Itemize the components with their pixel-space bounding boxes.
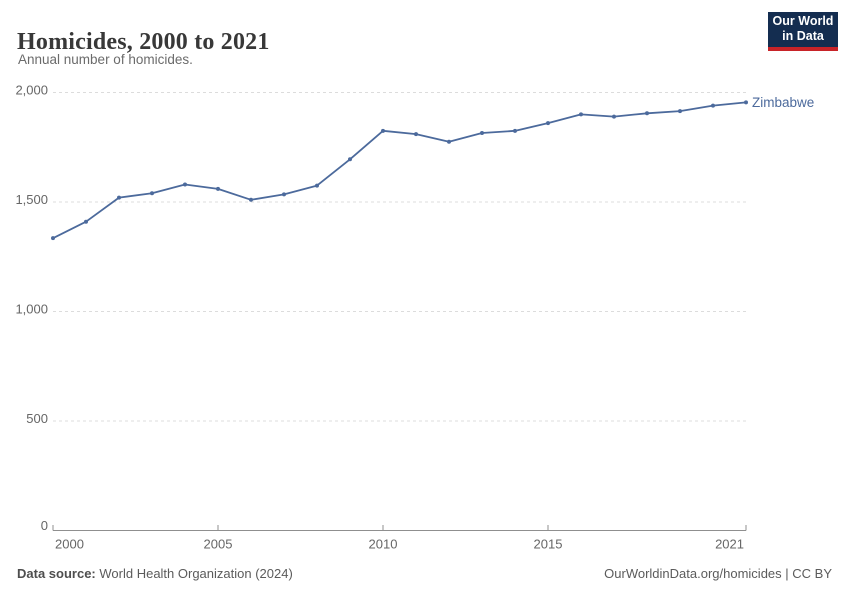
owid-logo-line2: in Data (782, 29, 824, 43)
x-tick-label-2000: 2000 (55, 537, 84, 552)
chart-title: Homicides, 2000 to 2021 (17, 29, 270, 56)
y-tick-label-500: 500 (26, 411, 48, 426)
data-point-2012[interactable] (447, 139, 451, 144)
y-tick-label-2000: 2,000 (15, 83, 48, 98)
data-point-2015[interactable] (546, 121, 550, 126)
x-tick-label-2005: 2005 (204, 537, 233, 552)
data-point-2004[interactable] (183, 182, 187, 187)
data-point-2002[interactable] (117, 195, 121, 200)
data-point-2009[interactable] (348, 157, 352, 162)
x-tick-label-2015: 2015 (534, 537, 563, 552)
chart-subtitle: Annual number of homicides. (18, 52, 193, 67)
x-tick-label-2021: 2021 (715, 537, 744, 552)
data-point-2016[interactable] (579, 112, 583, 117)
data-point-2001[interactable] (84, 219, 88, 224)
data-point-2017[interactable] (612, 114, 616, 119)
data-point-2003[interactable] (150, 191, 154, 196)
owid-logo[interactable]: Our World in Data (768, 12, 838, 51)
data-point-2020[interactable] (711, 103, 715, 108)
data-point-2006[interactable] (249, 197, 253, 202)
data-point-2000[interactable] (51, 236, 55, 241)
data-point-2013[interactable] (480, 131, 484, 136)
x-tick-label-2010: 2010 (369, 537, 398, 552)
data-point-2021[interactable] (744, 100, 748, 105)
credit-link[interactable]: OurWorldinData.org/homicides | CC BY (604, 566, 832, 581)
owid-logo-line1: Our World (772, 14, 834, 28)
chart-footer: Data source: World Health Organization (… (0, 566, 850, 581)
data-source-label: Data source: (17, 566, 96, 581)
data-source-note: Data source: World Health Organization (… (17, 566, 293, 581)
data-point-2007[interactable] (282, 192, 286, 197)
data-point-2019[interactable] (678, 109, 682, 114)
data-point-2008[interactable] (315, 183, 319, 188)
data-point-2014[interactable] (513, 128, 517, 133)
data-point-2018[interactable] (645, 111, 649, 116)
data-point-2011[interactable] (414, 132, 418, 137)
y-tick-label-1000: 1,000 (15, 302, 48, 317)
data-point-2005[interactable] (216, 186, 220, 191)
data-point-2010[interactable] (381, 128, 385, 133)
series-line-zimbabwe[interactable] (52, 101, 747, 240)
y-tick-label-0: 0 (41, 518, 48, 533)
data-source-value: World Health Organization (2024) (99, 566, 293, 581)
y-tick-label-1500: 1,500 (15, 192, 48, 207)
series-label-zimbabwe[interactable]: Zimbabwe (752, 95, 814, 110)
